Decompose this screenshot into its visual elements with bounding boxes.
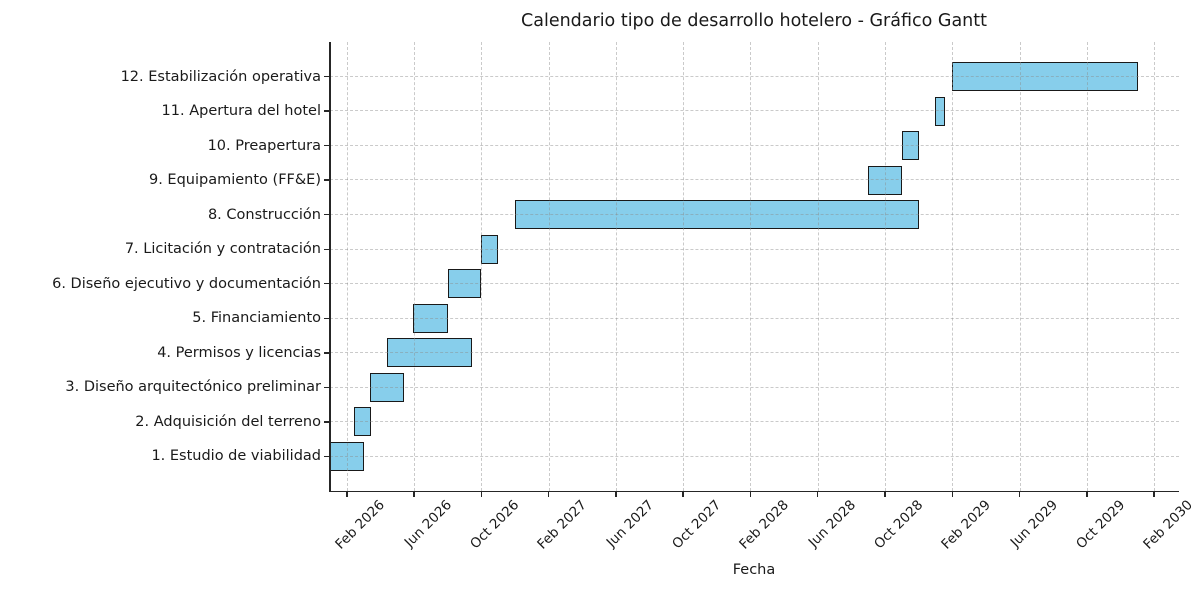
x-axis-spine bbox=[329, 490, 1179, 493]
x-axis-title: Fecha bbox=[732, 562, 776, 578]
gantt-bar bbox=[868, 165, 902, 195]
x-tick-label: Feb 2026 bbox=[332, 497, 389, 553]
gantt-bar bbox=[387, 338, 473, 368]
gantt-bar bbox=[413, 303, 448, 333]
y-tick-label: 9. Equipamiento (FF&E) bbox=[148, 172, 321, 189]
x-tick-label: Feb 2030 bbox=[1139, 497, 1196, 553]
plot-area bbox=[329, 42, 1179, 493]
chart-title: Calendario tipo de desarrollo hotelero -… bbox=[521, 11, 987, 31]
x-tick-label: Jun 2026 bbox=[401, 497, 456, 551]
x-tick-label: Oct 2029 bbox=[1073, 497, 1129, 553]
y-tick-label: 12. Estabilización operativa bbox=[120, 68, 321, 85]
x-tick-label: Jun 2028 bbox=[805, 497, 860, 551]
bars-layer bbox=[330, 42, 1179, 491]
gantt-bar bbox=[515, 200, 919, 230]
gantt-bar bbox=[935, 96, 945, 126]
x-tick-label: Feb 2029 bbox=[938, 497, 994, 553]
x-tick-label: Feb 2028 bbox=[736, 497, 792, 553]
x-tick-label: Jun 2027 bbox=[603, 497, 658, 551]
y-tick-label: 7. Licitación y contratación bbox=[124, 241, 321, 258]
x-tick-label: Feb 2027 bbox=[534, 497, 590, 553]
gantt-bar bbox=[330, 441, 364, 471]
gantt-bar bbox=[952, 62, 1139, 92]
y-tick-label: 6. Diseño ejecutivo y documentación bbox=[52, 275, 321, 292]
gantt-bar bbox=[447, 269, 482, 299]
x-tick-label: Jun 2029 bbox=[1007, 497, 1061, 551]
gantt-bar bbox=[901, 131, 920, 161]
y-tick-label: 10. Preapertura bbox=[207, 137, 321, 154]
y-tick-label: 1. Estudio de viabilidad bbox=[151, 448, 321, 465]
gantt-bar bbox=[370, 372, 404, 402]
y-tick-label: 3. Diseño arquitectónico preliminar bbox=[65, 379, 321, 396]
y-tick-label: 11. Apertura del hotel bbox=[161, 103, 321, 120]
y-tick-label: 2. Adquisición del terreno bbox=[135, 413, 321, 430]
x-tick-label: Oct 2027 bbox=[669, 497, 725, 553]
y-tick-label: 8. Construcción bbox=[207, 206, 321, 223]
gantt-bar bbox=[354, 407, 372, 437]
y-tick-label: 5. Financiamiento bbox=[192, 310, 321, 327]
gantt-bar bbox=[481, 234, 499, 264]
y-axis-spine bbox=[329, 42, 331, 491]
x-tick-label: Oct 2026 bbox=[467, 497, 523, 553]
y-tick-label: 4. Permisos y licencias bbox=[157, 344, 321, 361]
x-tick-label: Oct 2028 bbox=[871, 497, 927, 553]
